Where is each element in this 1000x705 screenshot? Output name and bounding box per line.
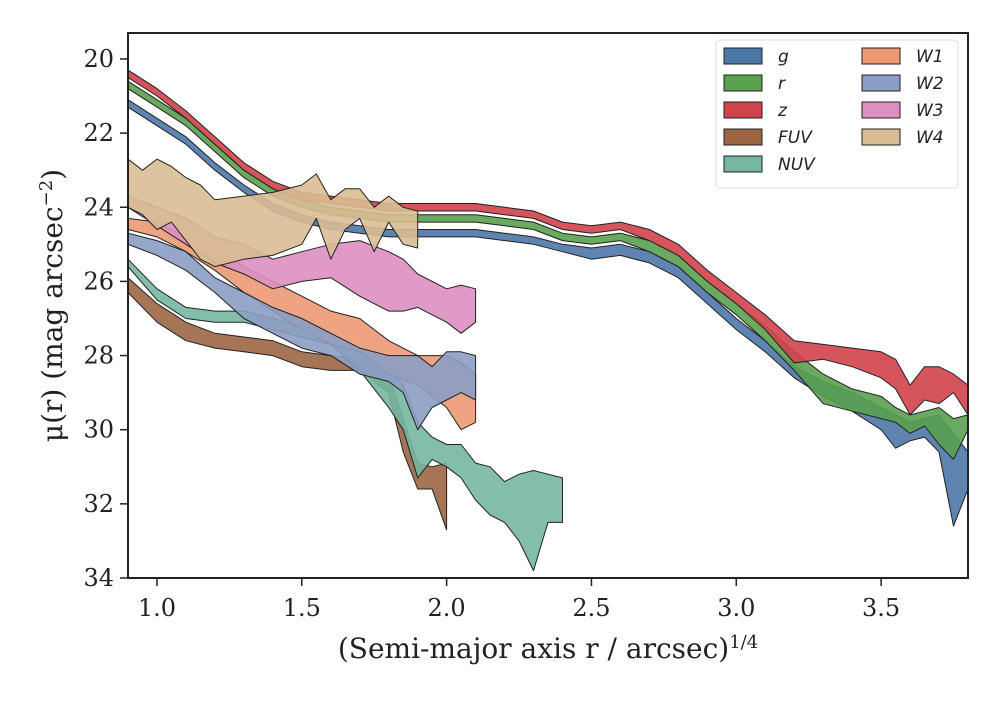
plot-frame [127,32,969,579]
y-tick-label: 20 [83,45,114,73]
legend-label-fuv: FUV [778,128,813,148]
legend-label-w1: W1 [916,47,944,67]
legend-label-z: z [777,101,788,121]
legend-swatch-w1 [861,47,901,65]
y-tick-label: 34 [83,564,114,592]
x-tick-label: 1.5 [283,594,321,622]
y-tick-label: 28 [83,342,114,370]
legend-swatch-w2 [861,74,901,92]
x-tick-label: 2.5 [572,594,610,622]
legend-swatch-g [723,47,763,65]
series-layer [128,69,968,572]
x-tick-label: 1.0 [138,594,176,622]
legend-swatch-nuv [723,155,763,173]
x-tick-label: 3.0 [717,594,755,622]
legend-swatch-w4 [861,128,901,146]
x-axis-label: (Semi-major axis r / arcsec)1/4 [338,632,758,666]
y-tick-label: 32 [83,490,114,518]
band-w3 [128,195,477,334]
legend-label-w2: W2 [916,74,944,94]
ticks-layer: 1.0 1.5 2.0 2.5 3.0 3.5 20 22 24 26 28 30 32 34 [83,45,900,622]
legend-swatch-z [723,101,763,119]
legend-swatch-w3 [861,101,901,119]
y-tick-label: 30 [83,416,114,444]
legend: grz FUV NUV W1 W2 W3 W4 [715,39,959,189]
legend-swatch-fuv [723,128,763,146]
y-tick-label: 26 [83,267,114,295]
y-tick-label: 24 [83,193,114,221]
y-axis-label: μ(r) (mag arcsec−2) [36,169,70,442]
legend-label-w3: W3 [916,101,944,121]
legend-label-r: r [778,74,786,94]
band-w4 [128,158,419,268]
x-tick-label: 2.0 [428,594,466,622]
band-nuv [128,258,563,572]
legend-label-w4: W4 [916,128,944,148]
band-fuv [128,277,448,531]
y-tick-label: 22 [83,119,114,147]
band-w2 [128,232,477,431]
legend-swatch-r [723,74,763,92]
legend-label-nuv: NUV [778,155,816,175]
legend-label-g: g [778,47,789,67]
x-tick-label: 3.5 [862,594,900,622]
